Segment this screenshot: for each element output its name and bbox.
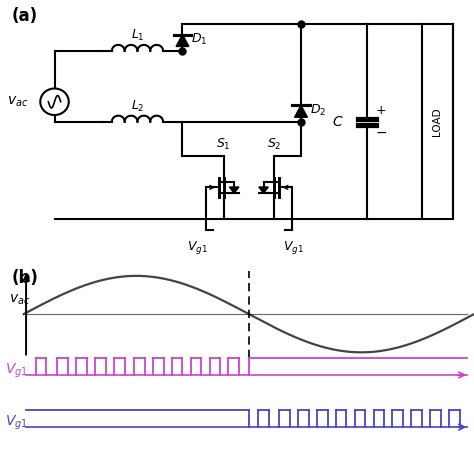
Text: $D_2$: $D_2$ (310, 102, 326, 118)
Text: $S_2$: $S_2$ (267, 137, 281, 152)
Text: (b): (b) (12, 269, 39, 287)
Text: $v_{ac}$: $v_{ac}$ (9, 293, 31, 308)
Text: $C$: $C$ (332, 115, 344, 128)
Text: $L_2$: $L_2$ (131, 99, 144, 114)
Text: $V_{g1}$: $V_{g1}$ (187, 239, 208, 256)
Text: $V_{g1}$: $V_{g1}$ (5, 362, 27, 380)
Text: −: − (376, 126, 388, 140)
Polygon shape (259, 187, 268, 193)
Polygon shape (229, 187, 239, 193)
Polygon shape (176, 35, 189, 46)
Text: $v_{ac}$: $v_{ac}$ (7, 94, 28, 109)
Text: $V_{g1}$: $V_{g1}$ (5, 414, 27, 432)
Text: $V_{g1}$: $V_{g1}$ (283, 239, 303, 256)
Text: $D_1$: $D_1$ (191, 32, 208, 47)
Bar (422, 24, 453, 219)
Polygon shape (294, 105, 307, 117)
Text: (a): (a) (12, 7, 38, 25)
Text: $L_1$: $L_1$ (131, 28, 144, 43)
Text: LOAD: LOAD (432, 107, 442, 136)
Text: +: + (376, 104, 386, 117)
Text: $S_1$: $S_1$ (217, 137, 231, 152)
